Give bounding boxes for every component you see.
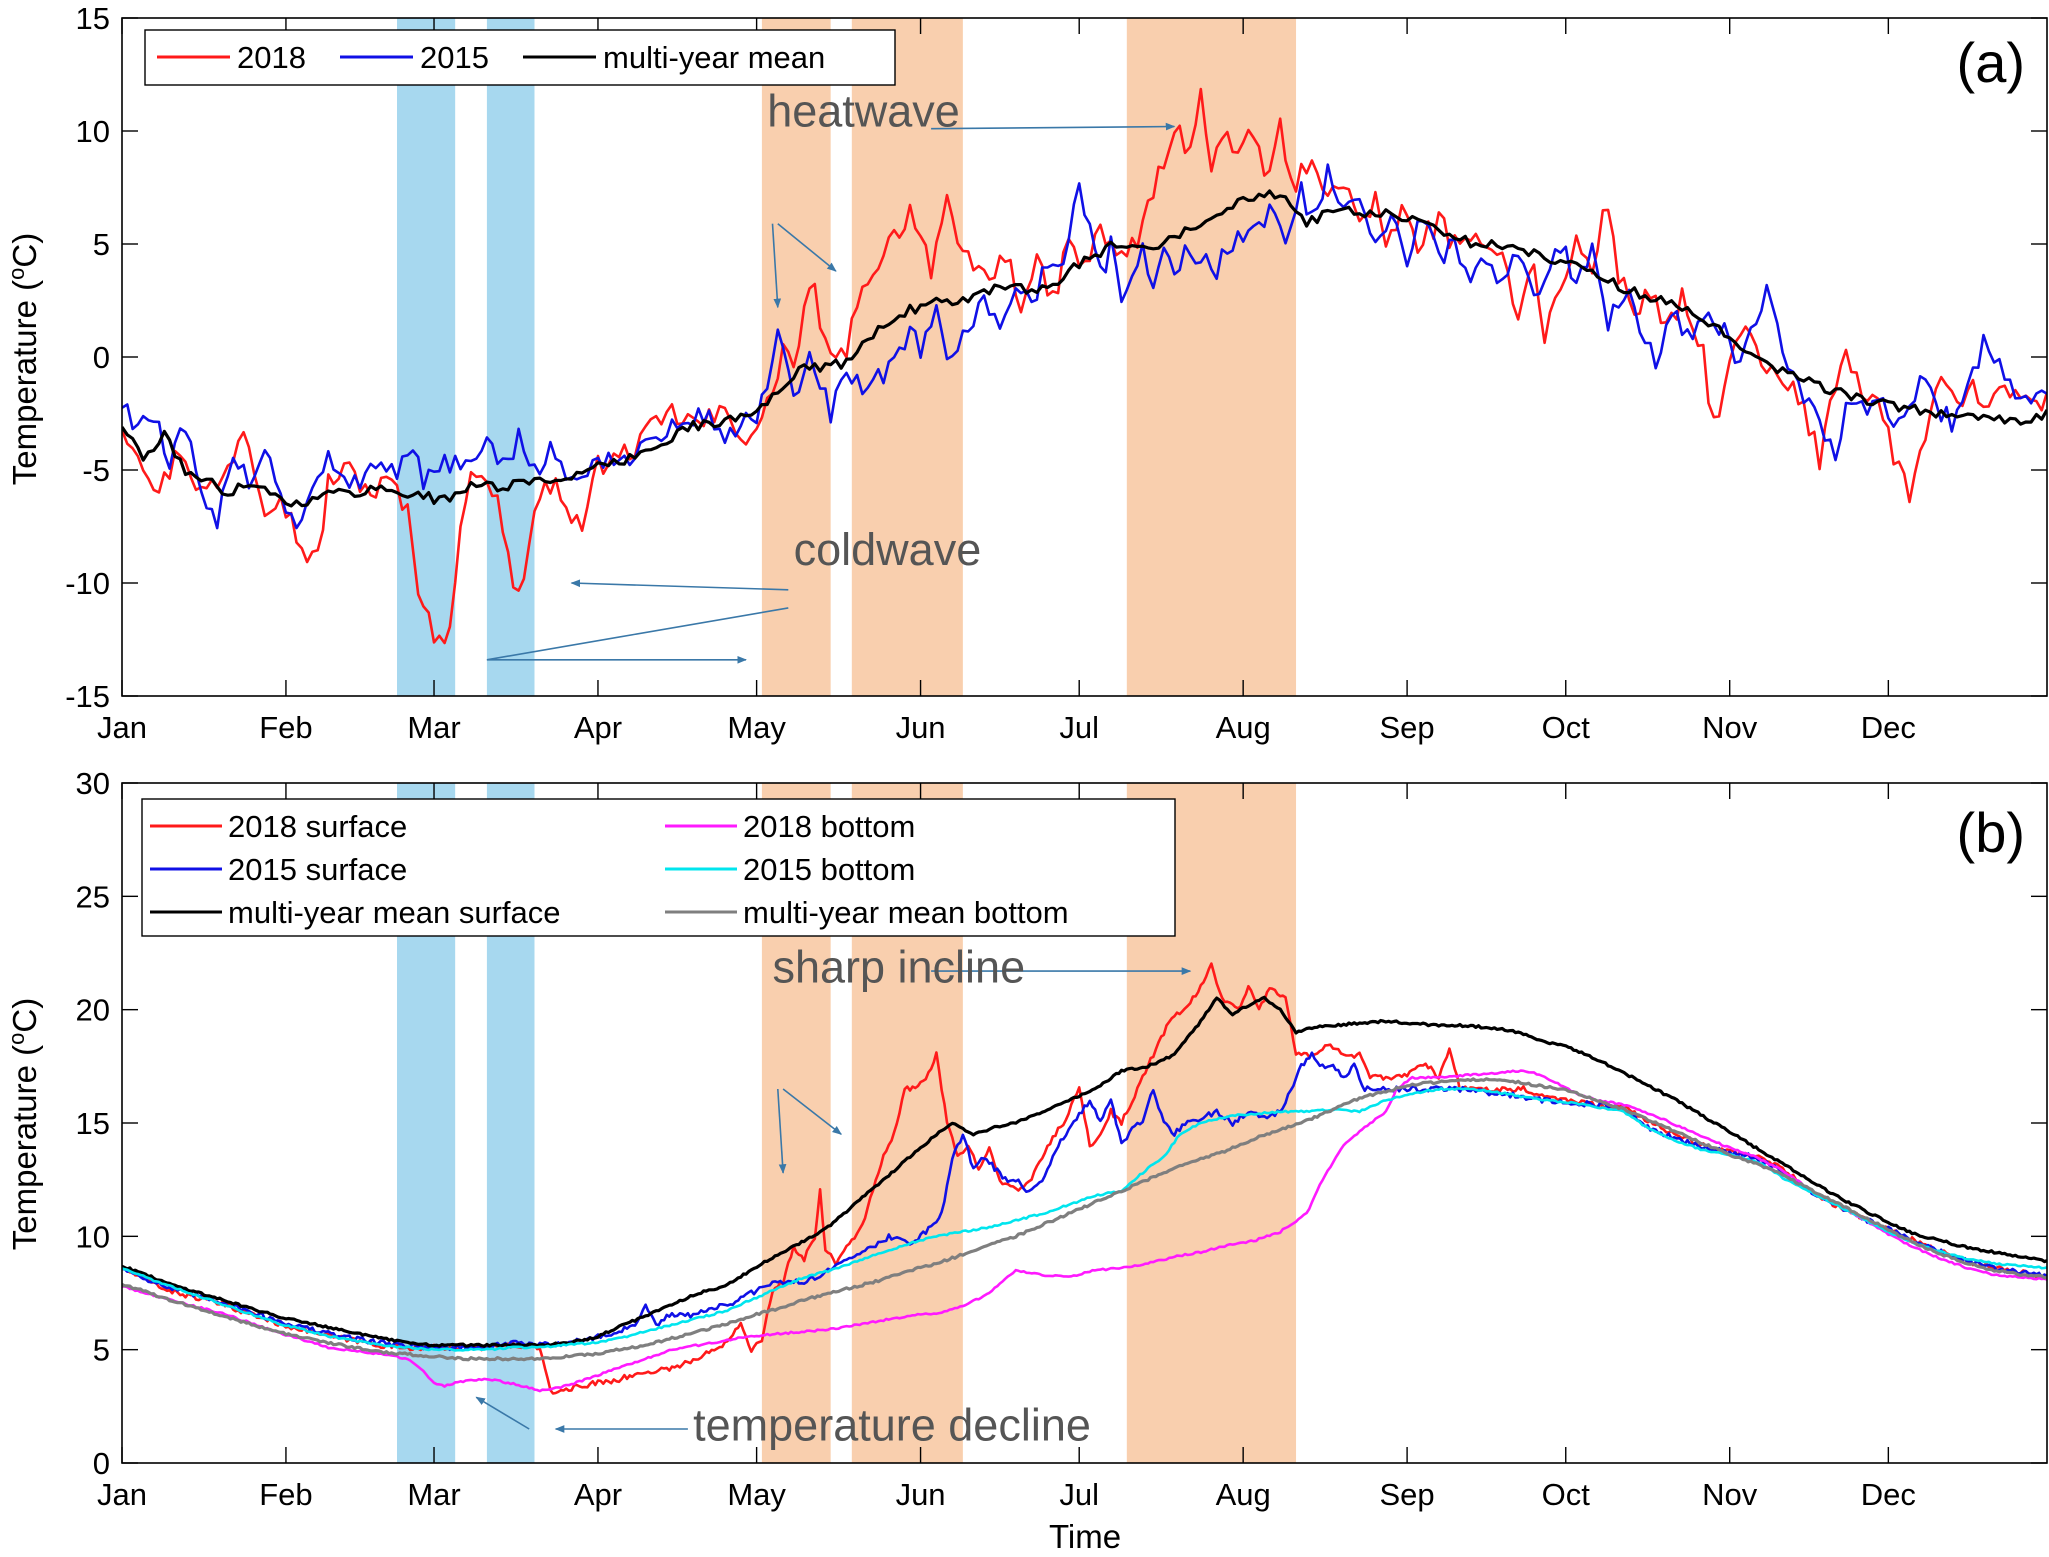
panel-a-ytick-label: -10 bbox=[65, 566, 110, 601]
panel-b-xtick-label: Jan bbox=[97, 1477, 147, 1512]
panel-a-heatwave-band-3 bbox=[1126, 18, 1297, 696]
panel-b-annotation-temperature-decline: temperature decline bbox=[693, 1399, 1091, 1450]
panel-a-annotations: heatwave coldwave bbox=[767, 85, 981, 574]
panel-b-tag: (b) bbox=[1957, 801, 2025, 864]
panel-a-y-axis: -15 -10 -5 0 5 10 15 bbox=[65, 1, 2047, 714]
panel-b-legend-box bbox=[141, 798, 1176, 937]
panel-a-arrow-4 bbox=[570, 579, 789, 591]
panel-b-arrows bbox=[475, 967, 1192, 1433]
panel-b-ytick-label: 10 bbox=[76, 1219, 110, 1254]
panel-b-legend: 2018 surface 2015 surface multi-year mea… bbox=[141, 798, 1176, 937]
panel-b-x-axis: Jan Feb Mar Apr May Jun Jul Aug Sep Oct Nov Dec bbox=[97, 783, 1916, 1512]
panel-a-ytick-label: 10 bbox=[76, 114, 110, 149]
panel-a-xtick-label: May bbox=[727, 710, 786, 745]
panel-a-coldwave-band-2 bbox=[486, 18, 535, 696]
panel-b-series-multi-year-mean-surface bbox=[122, 995, 2047, 1348]
panel-b-series-2018-bottom bbox=[122, 1069, 2047, 1393]
panel-a-xtick-label: Oct bbox=[1542, 710, 1591, 745]
panel-a-arrows bbox=[486, 122, 1176, 664]
panel-b-ytick-label: 0 bbox=[93, 1446, 110, 1481]
panel-b-y-axis: 0 5 10 15 20 25 30 bbox=[76, 766, 2047, 1481]
panel-b-xtick-label: Apr bbox=[574, 1477, 622, 1512]
panel-b-arrow-3 bbox=[782, 1088, 842, 1135]
panel-a-y-label: Temperature (oC) bbox=[4, 233, 43, 486]
panel-b-ytick-label: 5 bbox=[93, 1333, 110, 1368]
panel-a-xtick-label: Feb bbox=[259, 710, 312, 745]
panel-a-xtick-label: Jan bbox=[97, 710, 147, 745]
panel-b-xtick-label: Nov bbox=[1702, 1477, 1758, 1512]
legend-b-label-2015-surface: 2015 surface bbox=[228, 852, 407, 887]
panel-a-xtick-label: Apr bbox=[574, 710, 622, 745]
panel-a-annotation-heatwave: heatwave bbox=[767, 85, 960, 136]
panel-a-x-axis: Jan Feb Mar Apr May Jun Jul Aug Sep Oct Nov Dec bbox=[97, 18, 1916, 745]
panel-a-series-2018 bbox=[122, 87, 2047, 645]
panel-a-arrow-3 bbox=[777, 223, 837, 272]
panel-b-arrow-2 bbox=[777, 1088, 787, 1174]
panel-a-tag: (a) bbox=[1957, 31, 2025, 94]
panel-a-heatwave-band-2 bbox=[851, 18, 963, 696]
panel-a-coldwave-band-1 bbox=[397, 18, 456, 696]
panel-a-xtick-label: Nov bbox=[1702, 710, 1758, 745]
panel-b-xtick-label: Jul bbox=[1059, 1477, 1099, 1512]
panel-a-xtick-label: Mar bbox=[407, 710, 460, 745]
panel-a-legend-box bbox=[144, 29, 896, 86]
panel-a-ytick-label: -15 bbox=[65, 679, 110, 714]
legend-b-label-2018-bottom: 2018 bottom bbox=[743, 809, 915, 844]
panel-a-legend: 2018 2015 multi-year mean bbox=[144, 29, 896, 86]
panel-b-ytick-label: 30 bbox=[76, 766, 110, 801]
panel-b-series bbox=[122, 962, 2047, 1395]
panel-a-xtick-label: Jul bbox=[1059, 710, 1099, 745]
panel-a-ytick-label: 0 bbox=[93, 340, 110, 375]
panel-b-ytick-label: 25 bbox=[76, 879, 110, 914]
panel-a-ytick-label: 15 bbox=[76, 1, 110, 36]
panel-a-arrow-5 bbox=[486, 607, 789, 664]
panel-b-arrow-5 bbox=[475, 1396, 530, 1430]
panel-a-ytick-label: -5 bbox=[82, 453, 110, 488]
panel-b-xtick-label: Sep bbox=[1380, 1477, 1435, 1512]
legend-b-label-2018-surface: 2018 surface bbox=[228, 809, 407, 844]
panel-b-annotation-sharp-incline: sharp incline bbox=[772, 941, 1025, 992]
panel-b: sharp incline temperature decline 0 5 10 15 2… bbox=[4, 766, 2048, 1555]
panel-b-xtick-label: May bbox=[727, 1477, 786, 1512]
legend-b-label-mean-bottom: multi-year mean bottom bbox=[743, 895, 1069, 930]
panel-a-ytick-label: 5 bbox=[93, 227, 110, 262]
panel-a-xtick-label: Sep bbox=[1380, 710, 1435, 745]
panel-b-series-multi-year-mean-bottom bbox=[122, 1077, 2047, 1362]
panel-b-y-label: Temperature (oC) bbox=[4, 998, 43, 1251]
panel-b-xtick-label: Mar bbox=[407, 1477, 460, 1512]
panel-b-annotations: sharp incline temperature decline bbox=[693, 941, 1091, 1450]
panel-b-xtick-label: Aug bbox=[1216, 1477, 1271, 1512]
panel-b-x-label: Time bbox=[1049, 1518, 1121, 1555]
panel-b-xtick-label: Jun bbox=[896, 1477, 946, 1512]
panel-a-arrow-2 bbox=[771, 223, 782, 309]
legend-a-label-2018: 2018 bbox=[237, 40, 306, 75]
panel-a-series bbox=[122, 87, 2047, 645]
panel-b-ytick-label: 20 bbox=[76, 993, 110, 1028]
panel-a-annotation-coldwave: coldwave bbox=[794, 524, 982, 575]
panel-b-xtick-label: Feb bbox=[259, 1477, 312, 1512]
panel-a-arrow-1 bbox=[931, 122, 1176, 131]
panel-a-shaded-periods bbox=[397, 18, 1297, 696]
legend-a-label-mean: multi-year mean bbox=[603, 40, 825, 75]
panel-a: heatwave coldwave -15 -10 -5 0 5 10 15 Jan Feb Ma… bbox=[4, 1, 2048, 745]
panel-b-xtick-label: Dec bbox=[1861, 1477, 1916, 1512]
panel-b-ytick-label: 15 bbox=[76, 1106, 110, 1141]
panel-a-xtick-label: Dec bbox=[1861, 710, 1916, 745]
legend-b-label-2015-bottom: 2015 bottom bbox=[743, 852, 915, 887]
panel-a-xtick-label: Aug bbox=[1216, 710, 1271, 745]
legend-b-label-mean-surface: multi-year mean surface bbox=[228, 895, 561, 930]
panel-a-series-multi-year-mean bbox=[122, 189, 2047, 508]
panel-b-xtick-label: Oct bbox=[1542, 1477, 1591, 1512]
panel-a-xtick-label: Jun bbox=[896, 710, 946, 745]
panel-a-series-2015 bbox=[122, 163, 2047, 530]
legend-a-label-2015: 2015 bbox=[420, 40, 489, 75]
